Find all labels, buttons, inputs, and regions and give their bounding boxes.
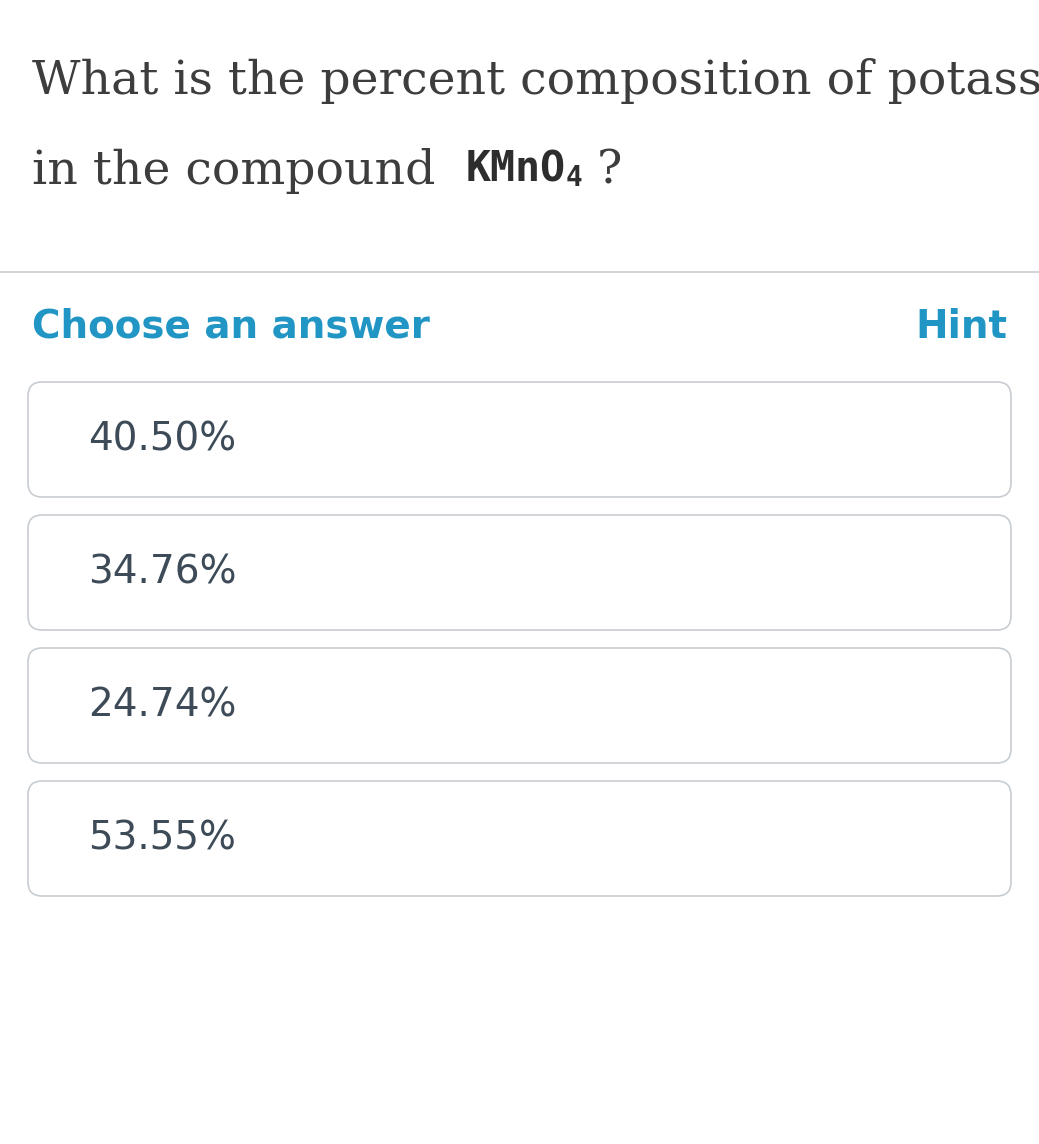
- FancyBboxPatch shape: [28, 515, 1011, 630]
- Text: ?: ?: [582, 148, 622, 193]
- Text: 24.74%: 24.74%: [88, 686, 237, 724]
- Text: 40.50%: 40.50%: [88, 421, 236, 459]
- Text: What is the percent composition of potassium: What is the percent composition of potas…: [32, 58, 1039, 104]
- FancyBboxPatch shape: [28, 382, 1011, 496]
- Text: Hint: Hint: [915, 308, 1007, 345]
- Text: 53.55%: 53.55%: [88, 819, 236, 858]
- FancyBboxPatch shape: [28, 648, 1011, 763]
- Text: Choose an answer: Choose an answer: [32, 308, 430, 345]
- Text: 4: 4: [565, 164, 582, 192]
- Text: 34.76%: 34.76%: [88, 554, 237, 591]
- Text: KMnO: KMnO: [465, 148, 565, 190]
- Text: in the compound: in the compound: [32, 148, 465, 194]
- FancyBboxPatch shape: [28, 781, 1011, 896]
